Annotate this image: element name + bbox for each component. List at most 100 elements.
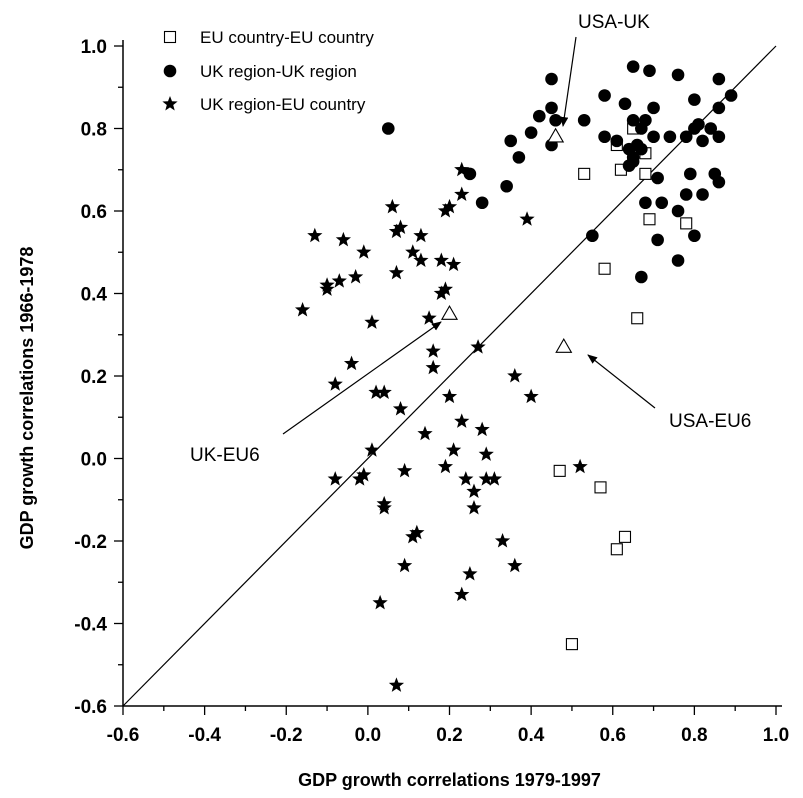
- uk-eu-point: [437, 203, 454, 218]
- eu-eu-point: [598, 262, 611, 275]
- y-tick-label: 0.8: [81, 120, 107, 141]
- uk-uk-point: [500, 179, 513, 193]
- y-tick-label: -0.6: [74, 697, 107, 718]
- y-tick-label: 0.0: [81, 450, 107, 471]
- uk-uk-point: [712, 130, 726, 144]
- uk-eu-point: [388, 677, 405, 692]
- uk-eu-point: [421, 310, 437, 325]
- uk-eu-point: [327, 376, 343, 391]
- x-tick-label: -0.4: [188, 725, 221, 746]
- uk-eu-point: [343, 355, 360, 371]
- annotations: USA-UK UK-EU6 USA-EU6: [190, 12, 751, 466]
- uk-uk-point: [643, 64, 656, 78]
- uk-eu-point: [364, 314, 380, 329]
- annotation-arrow: [587, 354, 656, 409]
- uk-uk-point: [688, 93, 701, 106]
- uk-uk-point: [651, 233, 664, 247]
- x-tick-label: 0.6: [600, 725, 626, 746]
- uk-eu-point: [474, 421, 490, 437]
- uk-eu-point: [368, 384, 384, 399]
- legend-label: EU country-EU country: [200, 28, 374, 47]
- x-tick-label: -0.6: [107, 725, 140, 746]
- uk-eu-point: [454, 413, 470, 428]
- uk-uk-point: [671, 68, 685, 82]
- legend-label: UK region-UK region: [200, 62, 357, 81]
- legend-marker: [162, 96, 178, 111]
- uk-uk-point: [610, 134, 624, 148]
- x-tick-label: 0.0: [355, 725, 381, 746]
- legend: EU country-EU country UK region-UK region…: [162, 28, 374, 114]
- uk-eu-point: [470, 339, 486, 354]
- eu-eu-point: [618, 530, 632, 543]
- uk-eu-point: [462, 566, 478, 581]
- annotation-triangle: [547, 127, 565, 143]
- uk-eu-point: [348, 269, 364, 284]
- uk-eu-point: [413, 227, 429, 243]
- eu-eu-point: [565, 638, 578, 651]
- uk-eu-point: [372, 594, 388, 610]
- uk-eu-point: [405, 528, 421, 544]
- data-points: [294, 60, 738, 692]
- uk-eu-point: [454, 186, 470, 201]
- uk-uk-point: [381, 122, 395, 135]
- uk-eu-point: [445, 442, 462, 457]
- legend-marker: [163, 64, 177, 78]
- uk-eu-point: [417, 425, 433, 441]
- uk-uk-point: [688, 229, 701, 243]
- annotation-label: UK-EU6: [190, 445, 260, 466]
- uk-uk-point: [635, 270, 648, 284]
- uk-eu-point: [572, 458, 588, 474]
- uk-uk-point: [712, 101, 726, 115]
- uk-uk-point: [475, 196, 489, 210]
- uk-uk-point: [696, 134, 709, 148]
- uk-uk-point: [704, 122, 717, 135]
- annotation-label: USA-EU6: [669, 411, 751, 432]
- uk-eu-point: [507, 368, 523, 383]
- uk-eu-point: [388, 223, 405, 239]
- uk-uk-point: [618, 97, 632, 111]
- eu-eu-point: [680, 217, 693, 230]
- uk-eu-point: [397, 557, 413, 573]
- eu-eu-point: [643, 213, 656, 226]
- uk-eu-point: [454, 161, 470, 177]
- uk-eu-point: [466, 483, 482, 498]
- uk-uk-point: [671, 254, 685, 267]
- uk-eu-point: [392, 401, 409, 416]
- uk-eu-point: [454, 586, 470, 602]
- uk-uk-point: [712, 175, 726, 189]
- uk-eu-point: [441, 198, 458, 214]
- uk-uk-point: [598, 130, 611, 144]
- uk-uk-point: [626, 113, 640, 127]
- uk-uk-point: [626, 60, 640, 73]
- uk-uk-point: [639, 196, 652, 210]
- uk-eu-point: [356, 467, 372, 482]
- uk-uk-point: [663, 130, 677, 144]
- legend-label: UK region-EU country: [200, 95, 366, 114]
- uk-eu-point: [507, 557, 523, 573]
- uk-eu-point: [388, 264, 405, 280]
- eu-eu-point: [631, 312, 644, 325]
- uk-eu-point: [405, 244, 421, 259]
- uk-eu-point: [433, 285, 449, 300]
- uk-uk-point: [647, 101, 660, 115]
- uk-eu-point: [437, 281, 454, 296]
- uk-uk-point: [696, 188, 709, 201]
- uk-eu-point: [425, 359, 441, 375]
- y-tick-label: 0.6: [81, 202, 107, 223]
- x-tick-label: 0.2: [436, 725, 462, 746]
- uk-uk-point: [545, 101, 558, 115]
- ticks: -0.6 -0.4 -0.2 0.0 0.2 0.4 0.6 0.8 1.0 -0.6 -0.4 -0…: [74, 37, 789, 746]
- uk-uk-point: [463, 167, 477, 181]
- uk-uk-point: [532, 109, 546, 123]
- x-tick-label: 0.4: [518, 725, 545, 746]
- y-tick-label: 0.2: [81, 367, 107, 388]
- uk-uk-point: [504, 134, 518, 148]
- uk-eu-point: [352, 471, 368, 486]
- eu-eu-point: [578, 167, 591, 180]
- uk-eu-point: [437, 458, 454, 474]
- annotation-triangle: [555, 338, 573, 353]
- uk-uk-point: [688, 122, 701, 135]
- uk-uk-point: [671, 204, 685, 218]
- uk-uk-point: [679, 130, 693, 144]
